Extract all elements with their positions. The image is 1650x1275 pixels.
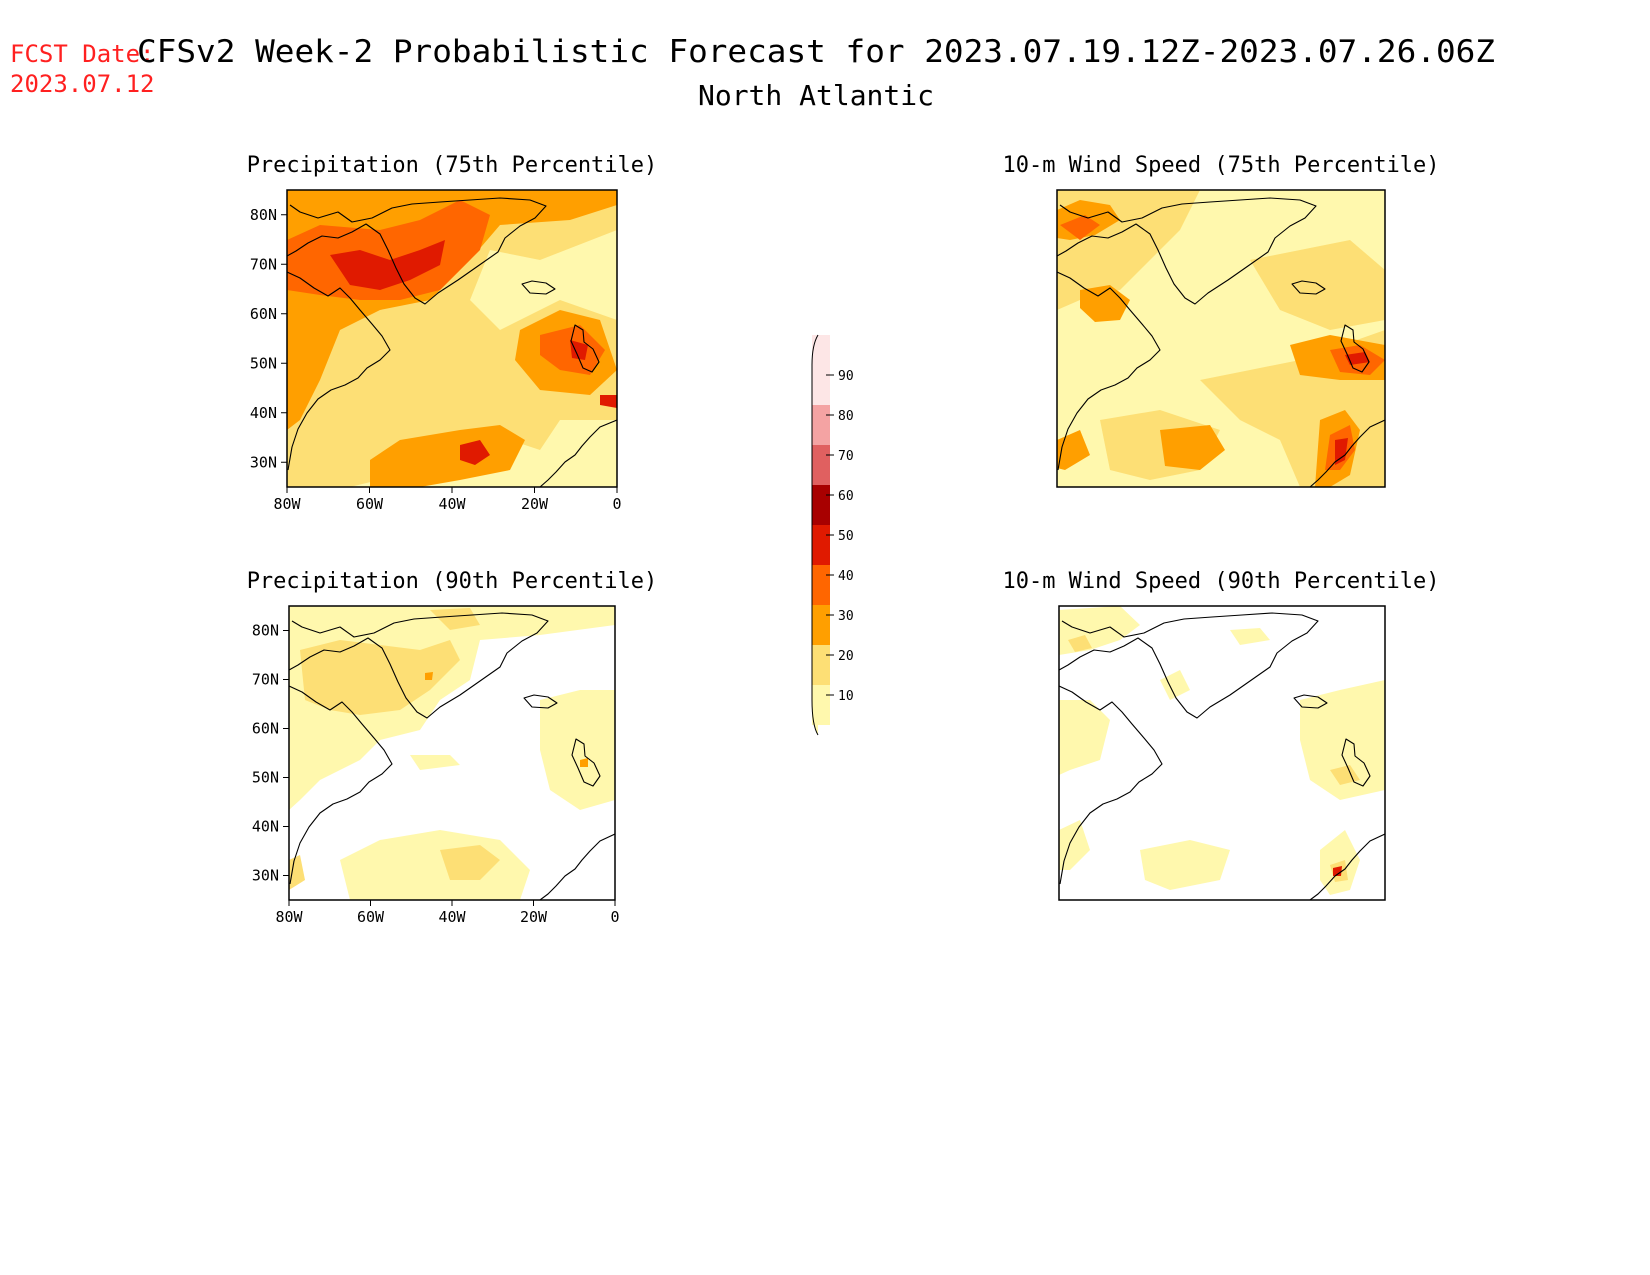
colorbar-labels: 90 80 70 60 50 40 30 20 10: [826, 369, 854, 704]
field-contour-40: [1060, 215, 1385, 470]
field-layer: [289, 606, 615, 900]
lat-tick-label: 80N: [252, 622, 279, 640]
panel-wind75: 10-m Wind Speed (75th Percentile) 80N 70N…: [252, 153, 1440, 926]
coastlines: [1059, 612, 1385, 900]
field-layer: [1057, 190, 1385, 487]
map-frame: [1056, 189, 1386, 488]
field-contour-50: [1335, 352, 1370, 465]
lon-tick-label: 0: [610, 908, 619, 926]
colorbar-label: 20: [838, 649, 854, 664]
colorbar-label: 60: [838, 489, 854, 504]
coastlines: [287, 197, 617, 487]
colorbar-label: 70: [838, 449, 854, 464]
panel-wind90: 10-m Wind Speed (90th Percentile): [1002, 569, 1440, 901]
field-contour-20: [289, 608, 500, 890]
lat-tick-label: 40N: [252, 818, 279, 836]
map-frame: [1058, 605, 1386, 901]
lat-ticks: 80N 70N 60N 50N 40N 30N: [252, 622, 289, 885]
lon-tick-label: 60W: [356, 495, 384, 513]
lat-tick-label: 40N: [250, 404, 277, 422]
colorbar-cell: [812, 605, 830, 645]
colorbar-label: 40: [838, 569, 854, 584]
colorbar-cell: [812, 565, 830, 605]
lat-tick-label: 60N: [252, 720, 279, 738]
panel-precip75: Precipitation (75th Percentile) 80N 70N 60…: [247, 153, 658, 513]
lat-tick-label: 60N: [250, 305, 277, 323]
field-contour-50: [1333, 866, 1342, 876]
lon-tick-label: 60W: [357, 908, 385, 926]
field-layer: [1059, 606, 1385, 900]
lon-ticks: 80W 60W 40W 20W 0: [273, 487, 622, 513]
coastlines: [289, 612, 615, 900]
fcst-date-value: 2023.07.12: [10, 70, 155, 98]
fcst-date-label: FCST Date:: [10, 40, 155, 68]
field-layer: [287, 190, 617, 487]
panel-title: Precipitation (75th Percentile): [247, 153, 658, 178]
colorbar-label: 30: [838, 609, 854, 624]
colorbar-outline: [811, 334, 819, 736]
colorbar-cell: [812, 405, 830, 445]
lat-tick-label: 50N: [250, 354, 277, 372]
lon-tick-label: 0: [612, 495, 621, 513]
map-frame: [288, 605, 616, 901]
lon-tick-label: 80W: [273, 495, 301, 513]
lat-tick-label: 30N: [252, 867, 279, 885]
page-subtitle: North Atlantic: [698, 79, 934, 112]
panel-precip90: Precipitation (90th Percentile): [247, 569, 658, 901]
lat-tick-label: 70N: [250, 255, 277, 273]
lon-tick-label: 80W: [275, 908, 303, 926]
colorbar: 90 80 70 60 50 40 30 20 10: [811, 334, 854, 736]
colorbar-label: 10: [838, 689, 854, 704]
lon-tick-label: 40W: [438, 495, 466, 513]
lat-tick-label: 30N: [250, 453, 277, 471]
coastlines: [1057, 197, 1385, 487]
lon-tick-label: 40W: [438, 908, 466, 926]
lat-ticks: 80N 70N 60N 50N 40N 30N: [250, 206, 287, 471]
field-contour-50: [330, 240, 617, 465]
colorbar-label: 80: [838, 409, 854, 424]
colorbar-cell: [812, 645, 830, 685]
colorbar-label: 50: [838, 529, 854, 544]
colorbar-cell: [812, 685, 830, 725]
field-contour-20: [1057, 190, 1385, 487]
page-title: CFSv2 Week-2 Probabilistic Forecast for …: [137, 34, 1495, 70]
colorbar-cell: [812, 525, 830, 565]
field-contour-10: [1059, 606, 1385, 895]
lon-ticks: 80W 60W 40W 20W 0: [275, 900, 620, 926]
field-contour-40: [287, 200, 605, 375]
colorbar-cell: [812, 335, 830, 405]
colorbar-cell: [812, 445, 830, 485]
colorbar-label: 90: [838, 369, 854, 384]
lat-tick-label: 70N: [252, 671, 279, 689]
panel-title: Precipitation (90th Percentile): [247, 569, 658, 594]
colorbar-cell: [812, 485, 830, 525]
colorbar-cells: [812, 335, 830, 725]
lon-tick-label: 20W: [520, 908, 548, 926]
lat-tick-label: 80N: [250, 206, 277, 224]
panel-title: 10-m Wind Speed (90th Percentile): [1002, 569, 1439, 594]
lon-tick-label: 20W: [521, 495, 549, 513]
panel-title: 10-m Wind Speed (75th Percentile): [1002, 153, 1439, 178]
lat-tick-label: 50N: [252, 769, 279, 787]
